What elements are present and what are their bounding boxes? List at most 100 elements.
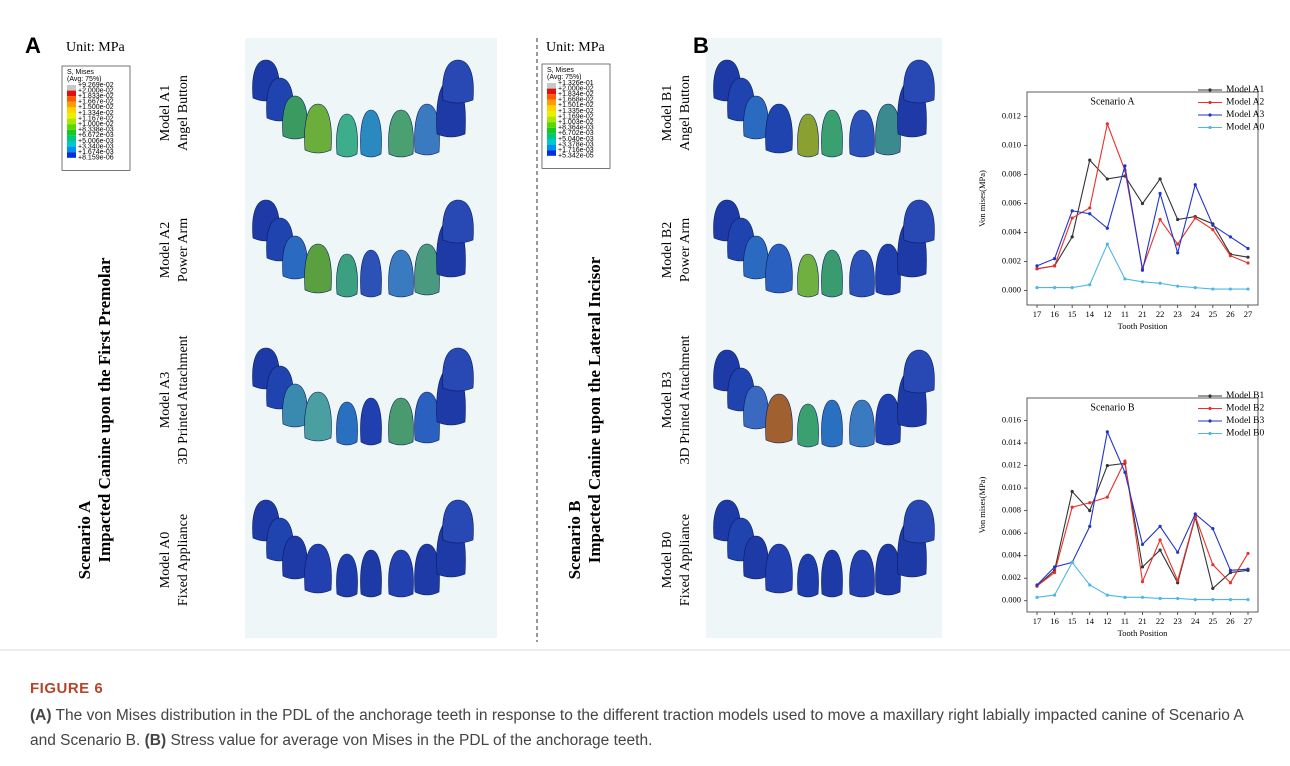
point: [1035, 583, 1039, 587]
point: [1088, 583, 1092, 587]
row-name: Power Arm: [176, 218, 191, 282]
row-name: Power Arm: [678, 218, 693, 282]
color-swatch: [67, 141, 76, 147]
point: [1140, 595, 1145, 599]
point: [1176, 284, 1180, 288]
row-model: Model A1: [158, 85, 173, 141]
point: [1070, 216, 1074, 220]
legend-marker: [1208, 406, 1212, 411]
legend-marker: [1208, 113, 1212, 117]
x-tick-label: 22: [1156, 616, 1165, 626]
y-tick-label: 0.004: [1002, 227, 1022, 237]
point: [1228, 287, 1233, 291]
row-model: Model A2: [158, 222, 173, 278]
color-swatch: [67, 152, 76, 158]
point: [1246, 246, 1250, 251]
color-swatch: [67, 124, 76, 130]
y-tick-label: 0.006: [1002, 198, 1021, 208]
color-swatch: [547, 144, 556, 151]
legend-marker: [1208, 100, 1212, 105]
point: [1088, 509, 1092, 513]
color-swatch: [67, 146, 76, 153]
row-name: 3D Printed Attachment: [176, 335, 191, 464]
point: [1070, 235, 1074, 239]
x-tick-label: 26: [1226, 616, 1235, 626]
color-swatch: [547, 116, 556, 123]
row-model: Model B1: [660, 85, 675, 141]
tooth: [388, 549, 414, 598]
legend-subtitle: (Avg: 75%): [547, 74, 582, 81]
tooth: [849, 399, 875, 448]
tooth: [743, 385, 769, 430]
tooth: [743, 235, 769, 280]
point: [1193, 286, 1197, 290]
x-tick-label: 17: [1033, 309, 1042, 319]
point: [1105, 463, 1109, 468]
x-tick-label: 25: [1209, 616, 1218, 626]
point: [1228, 581, 1233, 585]
tooth: [821, 249, 843, 298]
point: [1105, 430, 1109, 434]
tooth: [765, 103, 793, 154]
figure-label: FIGURE 6: [30, 680, 104, 697]
legend-label: Model A3: [1226, 110, 1265, 120]
legend-value: +1.334e-02: [78, 110, 114, 117]
row-model: Model B3: [660, 372, 675, 428]
legend-label: Model B2: [1226, 404, 1265, 414]
x-tick-label: 17: [1033, 616, 1042, 626]
legend-value: +1.716e-03: [558, 147, 594, 154]
point: [1246, 598, 1250, 602]
row-model: Model B2: [660, 222, 675, 278]
tooth: [336, 113, 358, 158]
point: [1140, 268, 1145, 272]
point: [1105, 242, 1109, 246]
row-model: Model B0: [660, 532, 675, 588]
x-tick-label: 21: [1138, 309, 1147, 319]
x-tick-label: 27: [1244, 616, 1253, 626]
legend-value: +2.000e-02: [78, 87, 114, 94]
legend-value: +8.159e-06: [78, 155, 114, 162]
caption: FIGURE 6 (A) The von Mises distribution …: [30, 676, 1260, 753]
point: [1176, 581, 1180, 585]
tooth: [903, 349, 935, 394]
x-tick-label: 21: [1138, 616, 1147, 626]
legend-value: +9.269e-02: [78, 82, 114, 89]
tooth: [765, 243, 793, 294]
point: [1035, 595, 1039, 599]
tooth: [336, 401, 358, 446]
point: [1070, 505, 1074, 509]
y-tick-label: 0.008: [1002, 505, 1021, 515]
legend-value: +1.500e-02: [78, 104, 114, 111]
x-tick-label: 24: [1191, 616, 1200, 626]
tooth: [388, 249, 414, 298]
point: [1176, 217, 1180, 222]
caption-ref: (A): [30, 707, 52, 724]
tooth: [304, 243, 332, 294]
legend-label: Model B0: [1226, 429, 1265, 439]
y-tick-label: 0.012: [1002, 111, 1021, 121]
point: [1140, 280, 1145, 284]
point: [1176, 242, 1180, 246]
point: [1211, 586, 1215, 590]
legend-value: +2.000e-02: [558, 85, 594, 92]
point: [1176, 596, 1180, 601]
point: [1088, 206, 1092, 210]
color-swatch: [547, 94, 556, 100]
point: [1123, 470, 1127, 474]
x-tick-label: 23: [1173, 616, 1182, 626]
legend-marker: [1208, 431, 1212, 436]
tooth: [388, 397, 414, 446]
color-swatch: [67, 96, 76, 102]
tooth: [875, 543, 901, 596]
legend-value: +1.668e-02: [558, 97, 594, 104]
color-swatch: [67, 90, 76, 97]
point: [1211, 228, 1215, 232]
legend-value: +5.040e-03: [558, 136, 594, 143]
point: [1158, 538, 1162, 542]
legend-value: +1.335e-02: [558, 108, 594, 115]
tooth: [903, 499, 935, 544]
x-tick-label: 15: [1068, 616, 1077, 626]
tooth: [360, 397, 382, 446]
tooth: [849, 549, 875, 598]
